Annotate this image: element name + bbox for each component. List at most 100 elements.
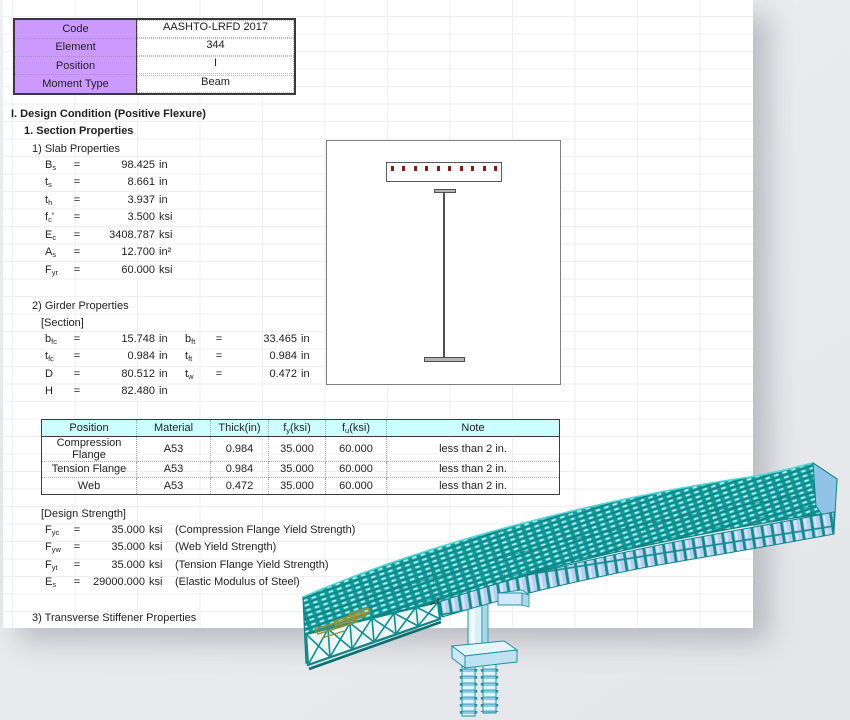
unit: ksi bbox=[159, 263, 173, 276]
cell: 0.984 bbox=[210, 460, 269, 478]
unit: ksi bbox=[149, 541, 163, 554]
value: 15.748 bbox=[121, 332, 155, 345]
material-table: Position Material Thick(in) fy(ksi) fu(k… bbox=[41, 419, 560, 495]
design-strength-list: Fyc = 35.000 ksi (Compression Flange Yield S… bbox=[45, 521, 355, 591]
table-header-row: Position Material Thick(in) fy(ksi) fu(k… bbox=[41, 419, 560, 437]
value-description: (Compression Flange Yield Strength) bbox=[175, 523, 356, 536]
rebar-dot bbox=[493, 166, 497, 171]
section-heading-section-properties: 1. Section Properties bbox=[24, 125, 134, 137]
unit: ksi bbox=[159, 211, 173, 224]
info-value-moment-type[interactable]: Beam bbox=[137, 74, 294, 93]
symbol: tft bbox=[185, 350, 193, 364]
rebar-dot bbox=[482, 166, 486, 171]
value: 12.700 bbox=[121, 246, 155, 259]
equals-sign: = bbox=[73, 176, 81, 189]
cell: Tension Flange bbox=[41, 460, 137, 478]
value: 98.425 bbox=[121, 158, 155, 171]
value: 0.984 bbox=[269, 350, 297, 363]
property-row: Ec = 3408.787 ksi bbox=[45, 226, 185, 244]
value: 82.480 bbox=[121, 385, 155, 398]
deck-end-face bbox=[812, 462, 838, 534]
symbol: ts bbox=[45, 176, 52, 190]
property-row: Es = 29000.000 ksi (Elastic Modulus of Steel… bbox=[45, 574, 355, 592]
symbol: As bbox=[45, 246, 57, 260]
equals-sign: = bbox=[73, 246, 81, 259]
design-strength-subtitle: [Design Strength] bbox=[41, 508, 126, 520]
equals-sign: = bbox=[73, 263, 81, 276]
slab-outline bbox=[386, 162, 502, 182]
value: 8.661 bbox=[127, 176, 155, 189]
table-row: Tension Flange A53 0.984 35.000 60.000 less t… bbox=[41, 460, 560, 478]
symbol: Es bbox=[45, 576, 57, 590]
property-row: tfc = 0.984 in tft = 0.984 in bbox=[45, 348, 327, 366]
bottom-flange bbox=[424, 357, 465, 362]
subsection-transverse-stiffener: 3) Transverse Stiffener Properties bbox=[32, 612, 197, 624]
unit: in bbox=[159, 385, 168, 398]
info-value-code[interactable]: AASHTO-LRFD 2017 bbox=[137, 20, 294, 38]
equals-sign: = bbox=[73, 332, 81, 345]
unit: in bbox=[159, 193, 168, 206]
rebar-dot bbox=[425, 166, 429, 171]
slab-properties-list: Bs = 98.425 in ts = 8.661 in th = 3.937 in fc' = 3.… bbox=[45, 156, 185, 279]
unit: in bbox=[159, 367, 168, 380]
equals-sign: = bbox=[73, 576, 81, 589]
subsection-girder-properties: 2) Girder Properties bbox=[32, 300, 129, 312]
value: 33.465 bbox=[263, 332, 297, 345]
equals-sign: = bbox=[73, 558, 81, 571]
spreadsheet: Code AASHTO-LRFD 2017 Element 344 Positi… bbox=[3, 0, 753, 628]
cell: A53 bbox=[136, 435, 211, 462]
pile-cap-top bbox=[450, 640, 519, 657]
info-label-moment-type: Moment Type bbox=[13, 74, 137, 95]
table-row: Compression Flange A53 0.984 35.000 60.000 le… bbox=[41, 435, 560, 462]
col-header-fy: fy(ksi) bbox=[268, 419, 326, 437]
cross-section-diagram bbox=[326, 140, 561, 385]
unit: in bbox=[301, 350, 310, 363]
value: 3.500 bbox=[127, 211, 155, 224]
section-heading-design-condition: I. Design Condition (Positive Flexure) bbox=[11, 108, 206, 120]
property-row: Fyc = 35.000 ksi (Compression Flange Yield S… bbox=[45, 521, 355, 539]
unit: ksi bbox=[159, 228, 173, 241]
subsection-slab-properties: 1) Slab Properties bbox=[32, 143, 121, 155]
cell: 60.000 bbox=[325, 435, 387, 462]
equals-sign: = bbox=[215, 367, 223, 380]
info-label-code: Code bbox=[13, 18, 137, 39]
property-row: th = 3.937 in bbox=[45, 191, 185, 209]
symbol: Bs bbox=[45, 158, 57, 172]
symbol: Fyc bbox=[45, 523, 60, 537]
symbol: Ec bbox=[45, 228, 57, 242]
symbol: bfc bbox=[45, 332, 57, 346]
rebar-dot bbox=[391, 166, 394, 171]
table-row: Web A53 0.472 35.000 60.000 less than 2 in. bbox=[41, 477, 560, 495]
equals-sign: = bbox=[73, 211, 81, 224]
cell: A53 bbox=[136, 460, 211, 478]
pile bbox=[482, 659, 497, 714]
info-value-position[interactable]: I bbox=[137, 56, 294, 75]
cell: 60.000 bbox=[325, 460, 387, 478]
cell: Web bbox=[41, 477, 137, 495]
rebar-dot bbox=[402, 166, 406, 171]
unit: ksi bbox=[149, 576, 163, 589]
table-row: Element 344 bbox=[13, 37, 295, 57]
equals-sign: = bbox=[215, 350, 223, 363]
value-description: (Tension Flange Yield Strength) bbox=[175, 558, 329, 571]
unit: in bbox=[301, 367, 310, 380]
symbol: fc' bbox=[45, 211, 54, 225]
cell: less than 2 in. bbox=[386, 477, 560, 495]
pile bbox=[461, 659, 476, 717]
symbol: th bbox=[45, 193, 53, 207]
value: 0.472 bbox=[269, 367, 297, 380]
symbol: Fyt bbox=[45, 558, 58, 572]
info-value-element[interactable]: 344 bbox=[137, 38, 294, 57]
table-row: Position I bbox=[13, 55, 295, 76]
equals-sign: = bbox=[73, 367, 81, 380]
value: 80.512 bbox=[121, 367, 155, 380]
info-label-element: Element bbox=[13, 37, 137, 57]
cell: Compression Flange bbox=[41, 435, 137, 462]
property-row: D = 80.512 in tw = 0.472 in bbox=[45, 365, 327, 383]
unit: in bbox=[159, 176, 168, 189]
symbol: Fyr bbox=[45, 263, 58, 277]
cell: 0.984 bbox=[210, 435, 269, 462]
unit: in bbox=[159, 158, 168, 171]
unit: in bbox=[159, 350, 168, 363]
